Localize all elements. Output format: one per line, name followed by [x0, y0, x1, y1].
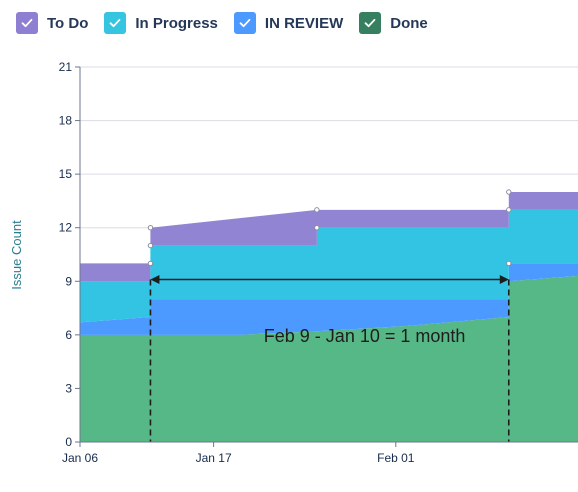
y-tick-label: 21: [59, 60, 73, 74]
data-point: [507, 208, 511, 212]
y-tick-label: 0: [65, 435, 72, 449]
data-point: [148, 243, 152, 247]
data-point: [507, 261, 511, 265]
x-tick-label: Jan 17: [196, 451, 232, 465]
y-tick-label: 12: [59, 221, 73, 235]
y-tick-label: 3: [65, 381, 72, 395]
y-tick-label: 18: [59, 114, 73, 128]
x-tick-label: Jan 06: [62, 451, 98, 465]
x-tick-label: Feb 01: [377, 451, 415, 465]
y-tick-label: 6: [65, 328, 72, 342]
data-point: [315, 226, 319, 230]
y-tick-label: 9: [65, 274, 72, 288]
data-point: [148, 261, 152, 265]
stacked-areas: [80, 192, 578, 442]
data-point: [148, 226, 152, 230]
y-tick-label: 15: [59, 167, 73, 181]
y-axis-label: Issue Count: [9, 220, 24, 290]
annotation-label: Feb 9 - Jan 10 = 1 month: [264, 326, 466, 346]
data-point: [507, 190, 511, 194]
data-point: [315, 208, 319, 212]
